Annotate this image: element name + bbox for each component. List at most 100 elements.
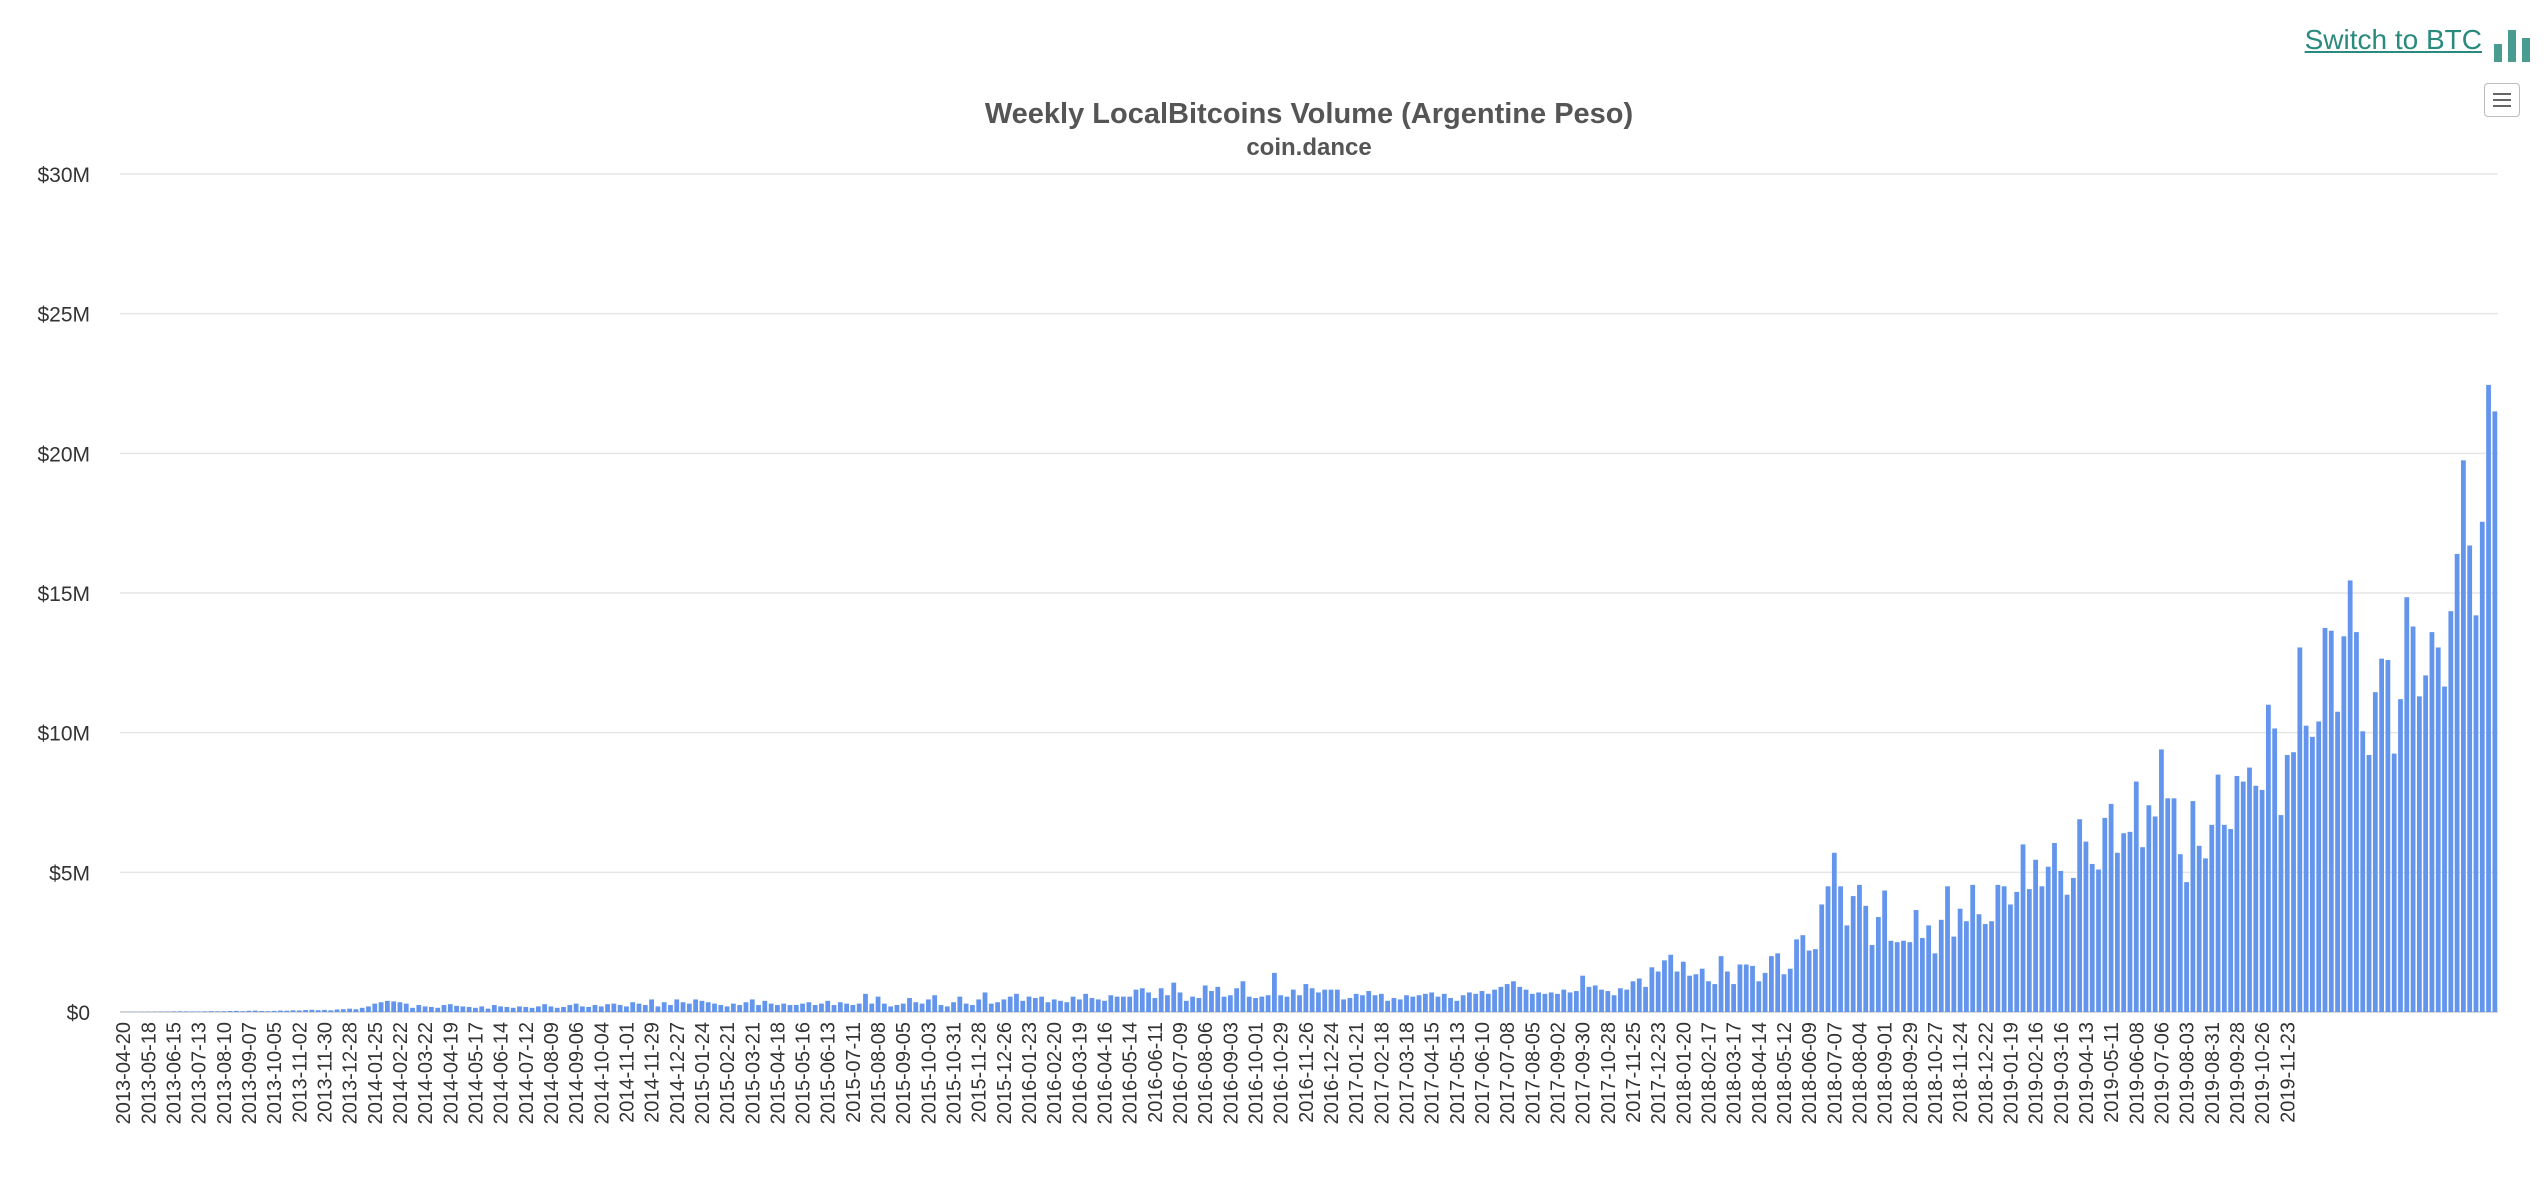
volume-bar[interactable]	[963, 1003, 969, 1012]
volume-bar[interactable]	[2435, 647, 2441, 1012]
volume-bar[interactable]	[2146, 805, 2152, 1012]
volume-bar[interactable]	[1429, 992, 1435, 1012]
volume-bar[interactable]	[970, 1005, 975, 1012]
volume-bar[interactable]	[1800, 935, 1806, 1012]
volume-bar[interactable]	[2008, 904, 2013, 1012]
volume-bar[interactable]	[1492, 989, 1497, 1012]
volume-bar[interactable]	[278, 1010, 283, 1012]
volume-bar[interactable]	[2001, 886, 2007, 1012]
volume-bar[interactable]	[479, 1006, 485, 1012]
volume-bar[interactable]	[1366, 991, 1372, 1012]
volume-bar[interactable]	[844, 1003, 849, 1012]
volume-bar[interactable]	[2303, 725, 2309, 1012]
volume-bar[interactable]	[1643, 986, 1648, 1012]
volume-bar[interactable]	[1718, 956, 1724, 1012]
volume-bar[interactable]	[1636, 978, 1642, 1012]
volume-bar[interactable]	[2190, 801, 2196, 1012]
volume-bar[interactable]	[693, 999, 699, 1012]
volume-bar[interactable]	[1316, 992, 1321, 1012]
volume-bar[interactable]	[1976, 914, 1982, 1012]
volume-bar[interactable]	[1347, 998, 1353, 1012]
volume-bar[interactable]	[2366, 755, 2372, 1012]
volume-bar[interactable]	[2253, 785, 2259, 1012]
volume-bar[interactable]	[1227, 995, 1233, 1012]
volume-bar[interactable]	[850, 1005, 856, 1012]
volume-bar[interactable]	[768, 1003, 774, 1012]
volume-bar[interactable]	[1737, 964, 1743, 1012]
volume-bar[interactable]	[1410, 996, 1416, 1012]
volume-bar[interactable]	[1529, 993, 1535, 1012]
volume-bar[interactable]	[1272, 972, 1277, 1012]
volume-bar[interactable]	[2184, 882, 2189, 1012]
volume-bar[interactable]	[2479, 521, 2485, 1012]
volume-bar[interactable]	[2014, 891, 2020, 1012]
volume-bar[interactable]	[1573, 991, 1579, 1012]
volume-bar[interactable]	[680, 1002, 686, 1012]
volume-bar[interactable]	[900, 1003, 906, 1012]
volume-bar[interactable]	[1441, 993, 1447, 1012]
volume-bar[interactable]	[2347, 580, 2353, 1012]
volume-bar[interactable]	[233, 1010, 239, 1012]
volume-bar[interactable]	[1523, 989, 1529, 1012]
volume-bar[interactable]	[2341, 636, 2347, 1012]
volume-bar[interactable]	[1831, 852, 1837, 1012]
volume-bar[interactable]	[2083, 841, 2089, 1012]
volume-bar[interactable]	[737, 1005, 743, 1012]
volume-bar[interactable]	[1511, 981, 1516, 1012]
volume-bar[interactable]	[2429, 632, 2435, 1012]
volume-bar[interactable]	[982, 992, 988, 1012]
volume-bar[interactable]	[208, 1011, 214, 1012]
volume-bar[interactable]	[1397, 999, 1403, 1012]
volume-bar[interactable]	[869, 1003, 875, 1012]
volume-bar[interactable]	[919, 1003, 925, 1012]
volume-bar[interactable]	[2070, 877, 2076, 1012]
volume-bar[interactable]	[1051, 999, 1057, 1012]
volume-bar[interactable]	[1297, 995, 1302, 1012]
volume-bar[interactable]	[2423, 675, 2429, 1012]
volume-bar[interactable]	[567, 1005, 573, 1012]
volume-bar[interactable]	[523, 1006, 529, 1012]
volume-bar[interactable]	[535, 1006, 541, 1012]
volume-bar[interactable]	[2448, 611, 2454, 1012]
volume-bar[interactable]	[605, 1004, 610, 1012]
volume-bar[interactable]	[1278, 995, 1284, 1012]
volume-bar[interactable]	[1769, 956, 1774, 1012]
volume-bar[interactable]	[1360, 995, 1365, 1012]
volume-bar[interactable]	[1253, 998, 1258, 1012]
volume-bar[interactable]	[529, 1007, 535, 1012]
volume-bar[interactable]	[1328, 989, 1334, 1012]
volume-bar[interactable]	[1731, 984, 1737, 1012]
volume-bar[interactable]	[215, 1011, 220, 1012]
volume-bar[interactable]	[2228, 829, 2234, 1012]
volume-bar[interactable]	[1850, 896, 1856, 1012]
volume-bar[interactable]	[1089, 998, 1095, 1012]
volume-bar[interactable]	[2278, 815, 2284, 1012]
volume-bar[interactable]	[1058, 1000, 1063, 1012]
volume-bar[interactable]	[642, 1005, 648, 1012]
volume-bar[interactable]	[491, 1005, 497, 1012]
volume-bar[interactable]	[1309, 988, 1315, 1012]
volume-bar[interactable]	[1618, 988, 1623, 1012]
volume-bar[interactable]	[1259, 996, 1265, 1012]
volume-bar[interactable]	[2391, 753, 2397, 1012]
volume-bar[interactable]	[1750, 965, 1755, 1012]
volume-bar[interactable]	[1454, 1000, 1460, 1012]
volume-bar[interactable]	[1479, 991, 1485, 1012]
volume-bar[interactable]	[2284, 755, 2290, 1012]
volume-bar[interactable]	[296, 1010, 302, 1012]
volume-bar[interactable]	[1712, 984, 1718, 1012]
volume-bar[interactable]	[1391, 998, 1397, 1012]
volume-bar[interactable]	[655, 1006, 661, 1012]
volume-bar[interactable]	[2039, 886, 2045, 1012]
volume-bar[interactable]	[1171, 982, 1177, 1012]
volume-bar[interactable]	[888, 1006, 894, 1012]
volume-bar[interactable]	[674, 999, 680, 1012]
volume-bar[interactable]	[359, 1007, 365, 1012]
volume-bar[interactable]	[1624, 989, 1630, 1012]
volume-bar[interactable]	[1284, 996, 1290, 1012]
volume-bar[interactable]	[1781, 974, 1787, 1012]
volume-bar[interactable]	[1649, 967, 1655, 1012]
volume-bar[interactable]	[1869, 944, 1875, 1012]
volume-bar[interactable]	[1095, 999, 1101, 1012]
volume-bar[interactable]	[718, 1005, 724, 1012]
